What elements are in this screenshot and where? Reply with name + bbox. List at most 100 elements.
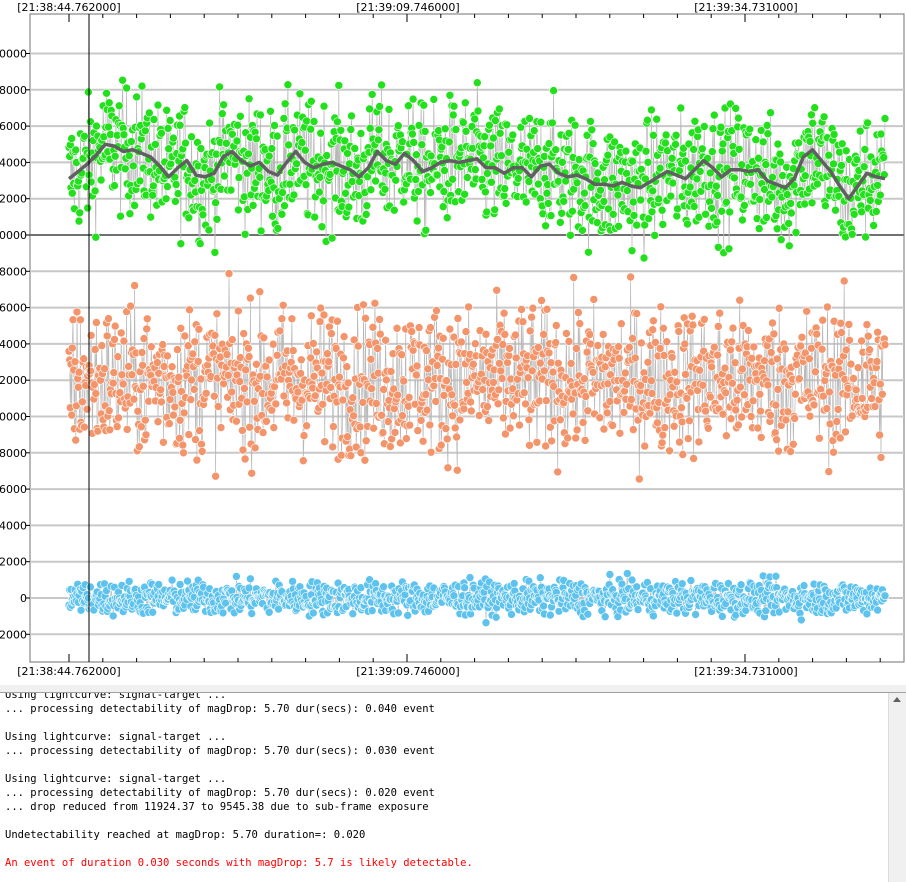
data-point bbox=[407, 327, 417, 336]
data-point bbox=[418, 436, 428, 446]
y-tick-label: 30000 bbox=[0, 48, 27, 61]
log-line: Using lightcurve: signal-target ... bbox=[5, 773, 227, 785]
data-point bbox=[386, 367, 396, 376]
data-point bbox=[633, 605, 643, 614]
data-point bbox=[879, 153, 889, 162]
data-point bbox=[698, 380, 708, 390]
data-point bbox=[425, 420, 435, 430]
data-point bbox=[68, 188, 77, 198]
log-line bbox=[5, 716, 885, 730]
data-point bbox=[685, 416, 694, 426]
data-point bbox=[580, 436, 590, 445]
data-point bbox=[210, 391, 219, 401]
data-point bbox=[148, 191, 157, 200]
y-tick-label: 22000 bbox=[0, 193, 27, 206]
data-point bbox=[681, 156, 690, 166]
data-point bbox=[298, 456, 308, 466]
log-scrollbar[interactable] bbox=[888, 693, 906, 882]
data-point bbox=[860, 145, 870, 154]
data-point bbox=[489, 378, 498, 387]
data-point bbox=[426, 323, 435, 332]
data-point bbox=[525, 440, 534, 450]
data-point bbox=[210, 248, 220, 257]
data-point bbox=[873, 327, 882, 337]
data-point bbox=[153, 417, 163, 427]
data-point bbox=[70, 357, 80, 367]
data-point bbox=[504, 147, 514, 157]
data-point bbox=[338, 395, 348, 405]
data-point bbox=[375, 102, 384, 111]
data-point bbox=[86, 366, 95, 376]
data-point bbox=[657, 205, 667, 215]
log-line: Using lightcurve: signal-target ... bbox=[5, 692, 227, 701]
data-point bbox=[124, 151, 134, 160]
data-point bbox=[174, 372, 184, 382]
data-point bbox=[689, 454, 698, 463]
data-point bbox=[614, 222, 623, 231]
data-point bbox=[296, 355, 306, 365]
data-point bbox=[815, 433, 824, 443]
data-point bbox=[86, 117, 95, 126]
data-point bbox=[267, 144, 277, 153]
data-point bbox=[593, 168, 603, 178]
data-point bbox=[145, 108, 154, 118]
data-point bbox=[299, 431, 309, 440]
data-point bbox=[72, 307, 82, 317]
data-point bbox=[280, 99, 290, 109]
data-point bbox=[337, 450, 346, 460]
data-point bbox=[324, 357, 334, 367]
data-point bbox=[465, 573, 475, 582]
lightcurve-plot-panel[interactable]: 3000028000260002400022000200001800016000… bbox=[0, 0, 906, 685]
data-point bbox=[681, 370, 690, 379]
lightcurve-chart[interactable]: 3000028000260002400022000200001800016000… bbox=[0, 0, 906, 685]
data-point bbox=[371, 399, 381, 408]
data-point bbox=[869, 221, 878, 230]
y-tick-label: 24000 bbox=[0, 156, 27, 169]
data-point bbox=[756, 433, 766, 442]
data-point bbox=[699, 122, 709, 131]
data-point bbox=[248, 201, 258, 210]
data-point bbox=[718, 139, 728, 149]
data-point bbox=[776, 157, 785, 167]
data-point bbox=[441, 424, 451, 433]
y-tick-label: 6000 bbox=[0, 483, 27, 496]
data-point bbox=[677, 417, 687, 427]
data-point bbox=[348, 393, 358, 403]
data-point bbox=[335, 372, 344, 382]
log-text-area[interactable]: Using lightcurve: signal-target ... ... p… bbox=[5, 692, 885, 870]
axis-layer: 3000028000260002400022000200001800016000… bbox=[0, 1, 881, 678]
data-point bbox=[306, 311, 316, 321]
data-point bbox=[297, 138, 307, 147]
data-point bbox=[802, 306, 812, 316]
data-point bbox=[834, 191, 844, 201]
data-point bbox=[447, 390, 457, 400]
data-point bbox=[713, 322, 723, 331]
data-point bbox=[156, 385, 165, 395]
data-point bbox=[434, 343, 443, 353]
data-point bbox=[244, 343, 253, 353]
data-point bbox=[807, 198, 817, 208]
log-output-panel[interactable]: Using lightcurve: signal-target ... ... p… bbox=[0, 692, 906, 882]
data-point bbox=[485, 120, 494, 130]
data-point bbox=[568, 409, 578, 419]
data-point bbox=[288, 577, 297, 586]
data-point bbox=[193, 357, 203, 366]
data-point bbox=[783, 407, 793, 417]
data-point bbox=[690, 117, 700, 126]
data-point bbox=[432, 361, 442, 370]
data-point bbox=[481, 187, 490, 197]
data-point bbox=[821, 201, 830, 210]
data-point bbox=[649, 316, 658, 326]
data-point bbox=[655, 344, 665, 353]
data-point bbox=[241, 365, 250, 375]
series-layer bbox=[64, 75, 890, 628]
data-point bbox=[539, 330, 548, 339]
data-point bbox=[655, 163, 665, 173]
data-point bbox=[829, 130, 839, 139]
data-point bbox=[697, 144, 707, 154]
scroll-up-arrow-icon[interactable] bbox=[893, 697, 901, 702]
data-point bbox=[659, 323, 668, 333]
data-point bbox=[628, 156, 637, 166]
data-point bbox=[563, 433, 573, 443]
data-point bbox=[705, 392, 715, 402]
